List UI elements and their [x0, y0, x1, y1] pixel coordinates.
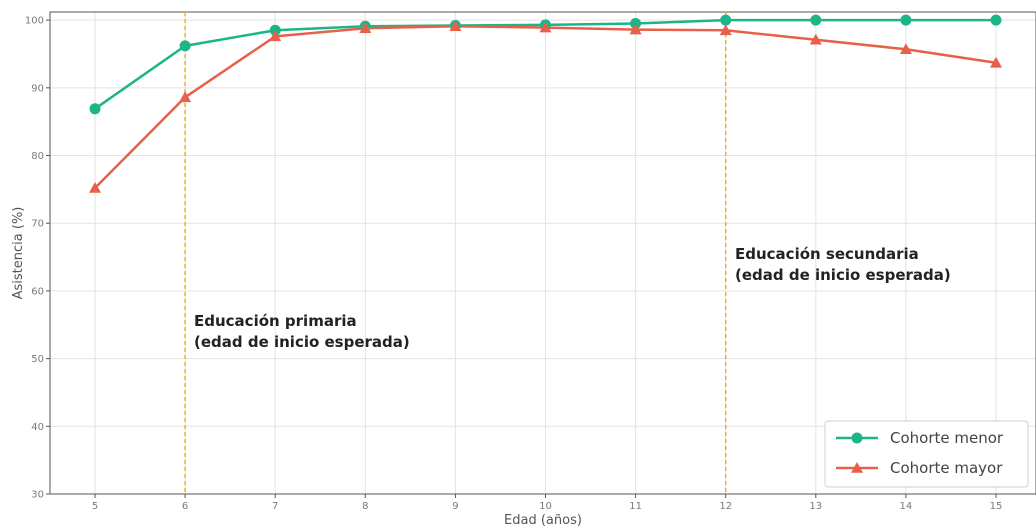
- data-point: [89, 182, 101, 193]
- legend-label: Cohorte mayor: [890, 459, 1003, 477]
- data-point: [539, 21, 552, 33]
- data-point: [269, 30, 282, 42]
- y-tick-label: 90: [31, 83, 44, 94]
- data-point: [720, 14, 732, 26]
- x-tick-label: 5: [92, 501, 98, 512]
- reference-annotation: (edad de inicio esperada): [194, 333, 410, 351]
- y-axis-ticks: 30 40 50 60 70 80 90 100: [25, 16, 50, 501]
- data-point: [629, 23, 642, 35]
- legend-marker: [851, 432, 863, 444]
- y-tick-label: 60: [31, 286, 44, 297]
- x-tick-label: 9: [452, 501, 458, 512]
- x-tick-label: 10: [539, 501, 552, 512]
- legend-marker: [851, 462, 863, 473]
- data-point: [810, 14, 822, 26]
- x-tick-label: 15: [990, 501, 1003, 512]
- data-point: [179, 91, 192, 103]
- y-tick-label: 40: [31, 422, 44, 433]
- data-point: [89, 103, 101, 115]
- x-tick-label: 13: [809, 501, 822, 512]
- x-tick-label: 8: [362, 501, 368, 512]
- data-point: [900, 14, 912, 26]
- legend: Cohorte menor Cohorte mayor: [824, 420, 1029, 488]
- data-point: [990, 14, 1002, 26]
- data-point: [359, 22, 372, 34]
- legend-label: Cohorte menor: [890, 429, 1004, 447]
- data-point: [719, 24, 732, 36]
- y-tick-label: 50: [31, 354, 44, 365]
- data-point: [990, 56, 1002, 68]
- y-tick-label: 70: [31, 219, 44, 230]
- x-axis-title: Edad (años): [504, 513, 582, 527]
- x-tick-label: 6: [182, 501, 188, 512]
- x-tick-label: 7: [272, 501, 278, 512]
- data-point: [630, 18, 642, 30]
- data-point: [899, 43, 912, 55]
- reference-annotation: Educación primaria: [194, 312, 357, 330]
- reference-annotation: Educación secundaria: [735, 245, 919, 263]
- reference-annotation: (edad de inicio esperada): [735, 266, 951, 284]
- plot-border: [49, 11, 1036, 495]
- data-point: [269, 24, 281, 36]
- x-tick-label: 14: [900, 501, 913, 512]
- y-tick-label: 100: [25, 16, 44, 27]
- series-group: [89, 14, 1002, 193]
- annotations: Educación primaria (edad de inicio espera…: [194, 245, 951, 351]
- x-tick-label: 11: [629, 501, 642, 512]
- y-tick-label: 30: [31, 490, 44, 501]
- y-axis-title: Asistencia (%): [11, 207, 26, 300]
- data-point: [449, 20, 462, 32]
- data-point: [809, 33, 822, 45]
- x-tick-label: 12: [719, 501, 732, 512]
- y-tick-label: 80: [31, 151, 44, 162]
- data-point: [179, 40, 191, 52]
- x-axis-ticks: 5 6 7 8 9 10 11 12 13 14 15: [92, 494, 1003, 512]
